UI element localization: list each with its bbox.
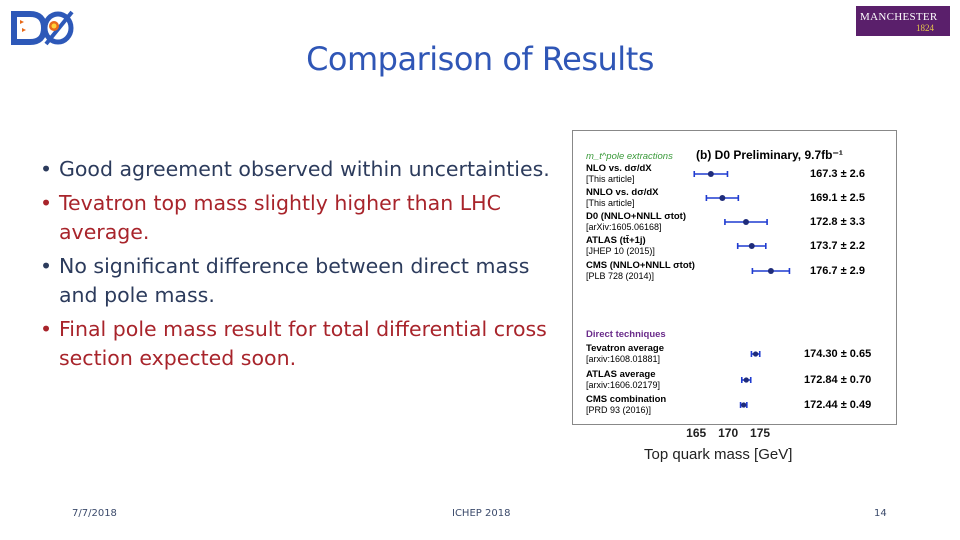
x-tick-label: 165: [686, 426, 706, 440]
plot-row: ATLAS average[arxiv:1606.02179] 172.84 ± …: [586, 369, 871, 390]
row-reference: [PRD 93 (2016)]: [586, 405, 651, 415]
plot-row: CMS combination[PRD 93 (2016)] 172.44 ± 0…: [586, 394, 871, 415]
bullet-text: Final pole mass result for total differe…: [59, 317, 547, 370]
row-reference: [arxiv:1606.02179]: [586, 380, 660, 390]
bullet-item: • Good agreement observed within uncertai…: [40, 155, 550, 184]
row-reference: [This article]: [586, 174, 635, 184]
pole-header: m_t^pole extractions: [586, 151, 673, 162]
d0-logo-icon: [11, 10, 74, 46]
bullet-marker: •: [40, 317, 53, 341]
row-reference: [PLB 728 (2014)]: [586, 271, 654, 281]
row-reference: [arxiv:1608.01881]: [586, 354, 660, 364]
plot-row: D0 (NNLO+NNLL σtot)[arXiv:1605.06168] 172…: [586, 211, 865, 232]
data-point: [707, 171, 714, 177]
manchester-logo: MANCHESTER 1824: [856, 6, 950, 36]
data-point: [767, 268, 774, 274]
data-point: [743, 219, 749, 225]
value-label: 176.7 ± 2.9: [810, 265, 865, 277]
row-reference: [JHEP 10 (2015)]: [586, 246, 655, 256]
bullet-item: • No significant difference between direc…: [40, 252, 550, 310]
data-point: [752, 351, 759, 357]
plot-row: NLO vs. dσ/dX[This article] 167.3 ± 2.6: [586, 163, 865, 184]
direct-techniques-header: Direct techniques: [586, 329, 666, 340]
plot-row: CMS (NNLO+NNLL σtot)[PLB 728 (2014)] 176.…: [586, 260, 865, 281]
x-tick-label: 170: [718, 426, 738, 440]
data-point: [741, 402, 747, 408]
data-point: [748, 243, 755, 249]
row-label: CMS (NNLO+NNLL σtot): [586, 260, 695, 271]
slide-title: Comparison of Results: [306, 40, 654, 78]
manchester-logo-text: MANCHESTER: [860, 11, 938, 23]
row-label: Tevatron average: [586, 343, 664, 354]
plot-row: ATLAS (tt̄+1j)[JHEP 10 (2015)] 173.7 ± 2.…: [586, 235, 865, 256]
value-label: 173.7 ± 2.2: [810, 240, 865, 252]
value-label: 172.8 ± 3.3: [810, 216, 865, 228]
footer-conference: ICHEP 2018: [452, 508, 511, 519]
value-label: 174.30 ± 0.65: [804, 348, 871, 360]
row-label: NLO vs. dσ/dX: [586, 163, 652, 174]
row-label: ATLAS average: [586, 369, 656, 380]
data-point: [743, 377, 749, 383]
value-label: 172.44 ± 0.49: [804, 399, 871, 411]
row-label: NNLO vs. dσ/dX: [586, 187, 659, 198]
bullet-text: Tevatron top mass slightly higher than L…: [59, 191, 501, 244]
footer-page-number: 14: [874, 508, 887, 519]
row-reference: [arXiv:1605.06168]: [586, 222, 662, 232]
bullet-item: • Tevatron top mass slightly higher than …: [40, 189, 550, 247]
data-point: [719, 195, 726, 201]
value-label: 167.3 ± 2.6: [810, 168, 865, 180]
bullet-item: • Final pole mass result for total differ…: [40, 315, 550, 373]
value-label: 172.84 ± 0.70: [804, 374, 871, 386]
x-axis-label: Top quark mass [GeV]: [644, 446, 792, 463]
manchester-logo-year: 1824: [916, 23, 934, 33]
bullet-text: No significant difference between direct…: [59, 254, 530, 307]
bullet-marker: •: [40, 254, 53, 278]
row-label: CMS combination: [586, 394, 666, 405]
x-tick-labels: 165 170 175: [686, 426, 770, 440]
x-tick-label: 175: [750, 426, 770, 440]
plot-row: Tevatron average[arxiv:1608.01881] 174.30…: [586, 343, 871, 364]
row-label: ATLAS (tt̄+1j): [586, 235, 646, 246]
footer-date: 7/7/2018: [72, 508, 117, 519]
top-mass-comparison-plot: m_t^pole extractions (b) D0 Preliminary,…: [572, 130, 897, 425]
plot-row: NNLO vs. dσ/dX[This article] 169.1 ± 2.5: [586, 187, 865, 208]
bullet-list: • Good agreement observed within uncertai…: [40, 155, 550, 378]
prelim-label: (b) D0 Preliminary, 9.7fb⁻¹: [696, 148, 843, 162]
plot-frame: [572, 130, 897, 425]
plot-rows: NLO vs. dσ/dX[This article] 167.3 ± 2.6NN…: [586, 163, 871, 415]
bullet-marker: •: [40, 157, 53, 181]
row-label: D0 (NNLO+NNLL σtot): [586, 211, 686, 222]
bullet-marker: •: [40, 191, 53, 215]
plot-axis: 165 170 175 Top quark mass [GeV]: [644, 426, 792, 463]
bullet-text: Good agreement observed within uncertain…: [59, 157, 550, 181]
row-reference: [This article]: [586, 198, 635, 208]
value-label: 169.1 ± 2.5: [810, 192, 865, 204]
